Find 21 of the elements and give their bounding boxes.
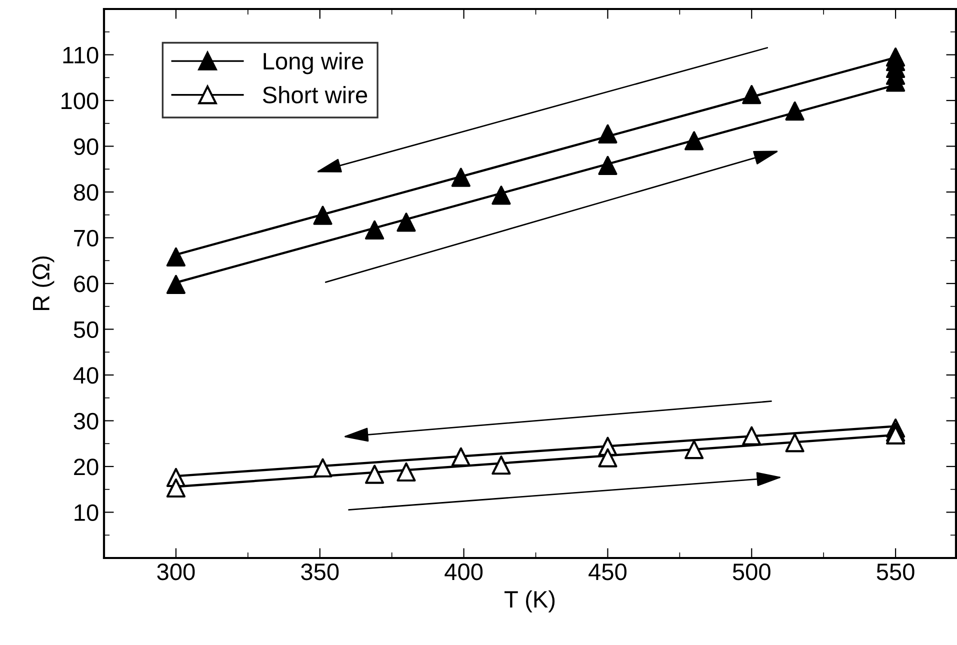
y-tick-label: 10 bbox=[74, 504, 98, 522]
y-axis-title: R (Ω) bbox=[32, 256, 54, 310]
x-tick-label: 300 bbox=[157, 563, 195, 580]
legend-label: Short wire bbox=[262, 86, 368, 104]
legend-label: Long wire bbox=[264, 52, 364, 74]
x-tick-label: 500 bbox=[732, 563, 770, 580]
y-tick-label: 40 bbox=[73, 367, 98, 384]
x-axis-title: T (K) bbox=[504, 590, 555, 612]
y-tick-label: 70 bbox=[74, 230, 98, 247]
y-tick-label: 80 bbox=[74, 184, 98, 201]
x-tick-label: 350 bbox=[301, 563, 339, 580]
y-tick-label: 90 bbox=[74, 138, 98, 156]
y-tick-label: 100 bbox=[62, 92, 98, 110]
y-tick-label: 110 bbox=[63, 46, 98, 64]
x-tick-label: 450 bbox=[588, 563, 626, 580]
y-tick-label: 60 bbox=[74, 276, 98, 292]
y-tick-label: 50 bbox=[74, 321, 98, 338]
x-tick-label: 400 bbox=[444, 563, 483, 580]
y-tick-label: 20 bbox=[74, 458, 98, 476]
x-tick-label: 550 bbox=[876, 563, 914, 580]
y-tick-label: 30 bbox=[74, 412, 98, 430]
